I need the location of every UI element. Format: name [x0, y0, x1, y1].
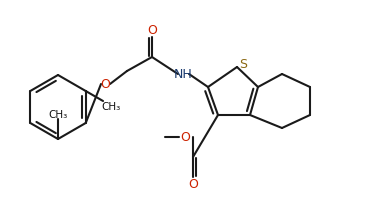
- Text: O: O: [188, 178, 198, 191]
- Text: S: S: [239, 58, 247, 71]
- Text: O: O: [100, 78, 110, 91]
- Text: CH₃: CH₃: [48, 109, 68, 119]
- Text: O: O: [180, 131, 190, 144]
- Text: NH: NH: [174, 68, 193, 81]
- Text: O: O: [147, 24, 157, 37]
- Text: CH₃: CH₃: [101, 101, 121, 111]
